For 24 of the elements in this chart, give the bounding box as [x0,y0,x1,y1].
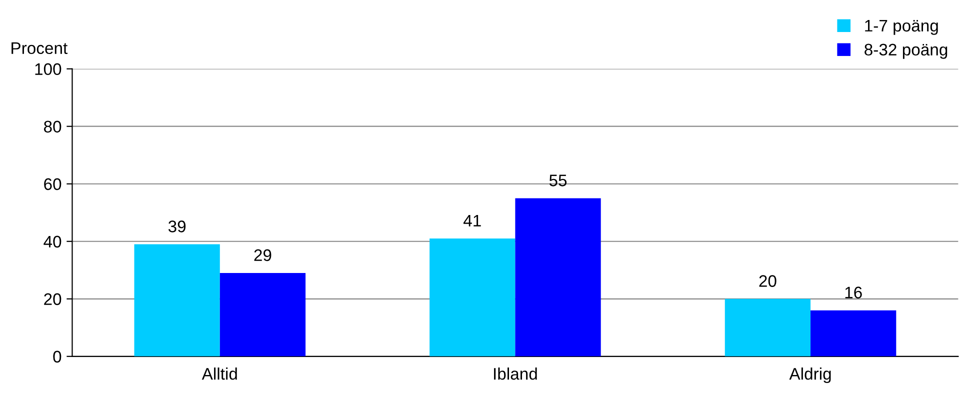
data-label: 16 [845,286,862,298]
bar [220,273,306,356]
bar [515,198,601,356]
y-tick-label: 20 [44,293,62,306]
data-label: 39 [168,220,186,232]
y-tick-label: 60 [44,178,62,190]
x-tick-label: Alltid [202,368,237,380]
y-tick-label: 0 [53,350,62,363]
y-tick-label: 80 [44,120,62,133]
bar [134,244,220,356]
data-label: 29 [254,249,272,262]
bar [810,310,896,356]
data-label: 41 [464,214,481,226]
legend-label: 8-32 poäng [864,44,948,59]
legend-label: 1-7 poäng [865,20,938,35]
data-label: 20 [759,275,776,287]
bar [430,238,516,356]
x-tick-label: Aldrig [789,368,831,384]
y-axis-title: Procent [12,42,68,54]
data-label: 55 [549,174,567,186]
bar [724,298,811,356]
y-tick-label: 40 [44,236,62,248]
y-tick-label: 100 [35,63,62,76]
x-tick-label: Ibland [494,368,537,380]
